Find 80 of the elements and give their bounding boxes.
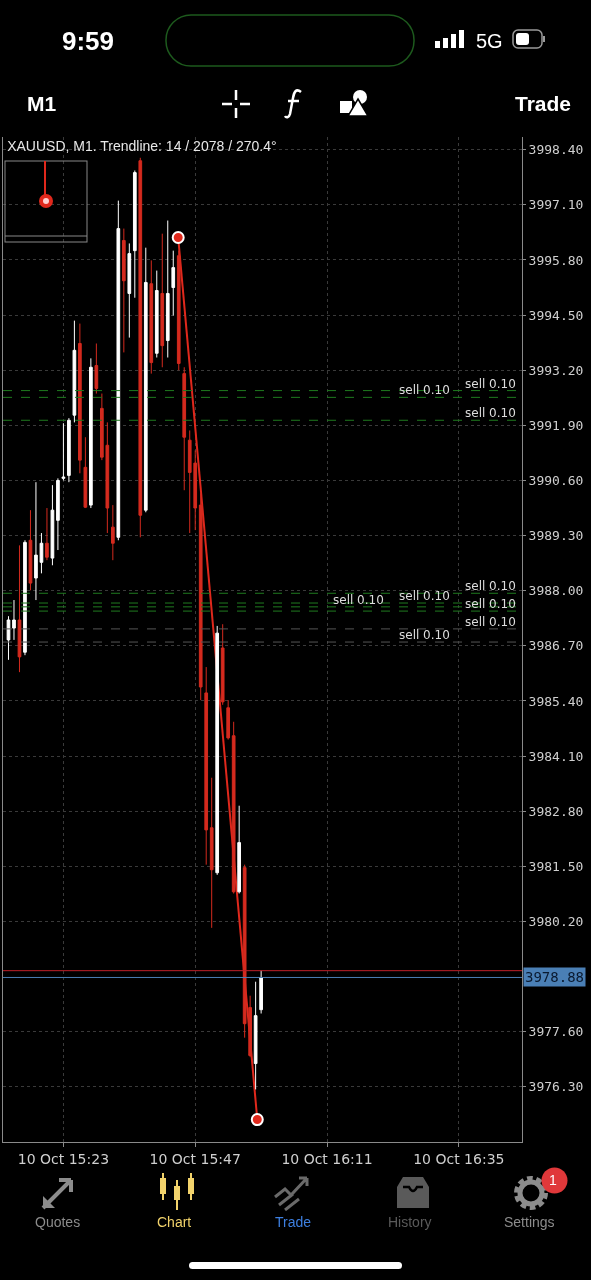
candlestick bbox=[220, 623, 225, 706]
text: 5G bbox=[476, 30, 503, 53]
candlestick bbox=[12, 599, 16, 641]
ref-line-label: sell 0.10 bbox=[465, 597, 516, 611]
candlestick bbox=[259, 970, 263, 1015]
y-tick-label: 3994.50 bbox=[528, 307, 584, 323]
x-tick-label: 10 Oct 15:47 bbox=[149, 1150, 241, 1167]
candlestick bbox=[226, 699, 231, 741]
ref-line-label: 3978.88 bbox=[525, 969, 585, 985]
candlestick bbox=[28, 509, 33, 591]
candlestick bbox=[116, 200, 121, 541]
candlestick bbox=[154, 270, 159, 359]
candlestick bbox=[198, 492, 203, 701]
y-tick-label: 3993.20 bbox=[528, 362, 584, 378]
text: Chart bbox=[157, 1214, 192, 1230]
candlestick bbox=[61, 422, 66, 481]
candlestick bbox=[160, 233, 165, 368]
candlestick bbox=[83, 436, 88, 509]
y-tick-label: 3995.80 bbox=[528, 252, 584, 268]
y-tick-label: 3990.60 bbox=[528, 473, 584, 489]
candlestick bbox=[132, 170, 137, 299]
chart-title: XAUUSD, M1. Trendline: 14 / 2078 / 270.4° bbox=[7, 137, 277, 154]
ref-line-label: sell 0.10 bbox=[399, 628, 450, 642]
candlestick bbox=[204, 666, 209, 866]
candlestick bbox=[17, 544, 22, 673]
candlestick bbox=[56, 477, 60, 551]
text: Trade bbox=[275, 1214, 312, 1230]
y-tick-label: 3986.70 bbox=[528, 638, 584, 654]
y-tick-label: 3980.20 bbox=[528, 914, 584, 930]
y-tick-label: 3981.50 bbox=[528, 858, 584, 874]
ref-line-label: sell 0.10 bbox=[399, 383, 450, 397]
y-tick-label: 3998.40 bbox=[528, 142, 584, 158]
candlestick bbox=[72, 320, 77, 423]
candlestick bbox=[121, 228, 126, 353]
candlestick bbox=[111, 504, 115, 561]
candlestick bbox=[182, 366, 187, 491]
candlestick bbox=[209, 777, 214, 929]
candlestick bbox=[78, 323, 82, 474]
text: 1 bbox=[549, 1172, 557, 1188]
candlestick bbox=[50, 484, 55, 566]
text: Quotes bbox=[35, 1214, 81, 1230]
candlestick bbox=[89, 357, 93, 509]
y-tick-label: 3988.00 bbox=[528, 583, 584, 599]
ref-line-label: sell 0.10 bbox=[465, 615, 516, 629]
candlestick bbox=[215, 625, 220, 876]
y-tick-label: 3982.80 bbox=[528, 803, 584, 819]
candlestick bbox=[127, 242, 132, 339]
text: History bbox=[388, 1214, 432, 1230]
y-tick-label: 3989.30 bbox=[528, 528, 584, 544]
x-tick-label: 10 Oct 15:23 bbox=[17, 1150, 110, 1167]
y-tick-label: 3997.10 bbox=[528, 197, 584, 213]
candlestick bbox=[6, 615, 11, 661]
text: Settings bbox=[504, 1214, 555, 1230]
candlestick bbox=[138, 157, 143, 538]
candlestick bbox=[253, 981, 258, 1090]
candlestick bbox=[45, 507, 49, 561]
y-tick-label: 3991.90 bbox=[528, 417, 584, 433]
x-tick-label: 10 Oct 16:11 bbox=[281, 1150, 373, 1167]
y-tick-label: 3985.40 bbox=[528, 693, 584, 709]
candlestick bbox=[23, 539, 27, 656]
candlestick bbox=[165, 220, 170, 359]
candlestick bbox=[94, 343, 99, 395]
text: 9:59 bbox=[62, 26, 115, 57]
candlestick bbox=[149, 259, 154, 375]
text: M1 bbox=[27, 92, 57, 116]
candlestick bbox=[237, 805, 241, 895]
ref-line-label: sell 0.10 bbox=[465, 579, 516, 593]
y-tick-label: 3976.30 bbox=[528, 1079, 584, 1095]
y-tick-label: 3977.60 bbox=[528, 1024, 584, 1040]
candlestick bbox=[67, 417, 71, 483]
candlestick bbox=[171, 250, 176, 317]
x-tick-label: 10 Oct 16:35 bbox=[413, 1150, 505, 1167]
candlestick bbox=[231, 721, 236, 895]
text: Trade bbox=[515, 92, 572, 116]
ref-line-label: sell 0.10 bbox=[333, 593, 384, 607]
candlestick bbox=[143, 247, 148, 513]
ref-line-label: sell 0.10 bbox=[465, 377, 516, 391]
ref-line-label: sell 0.10 bbox=[465, 406, 516, 420]
y-tick-label: 3984.10 bbox=[528, 748, 584, 764]
ref-line-label: sell 0.10 bbox=[399, 589, 450, 603]
